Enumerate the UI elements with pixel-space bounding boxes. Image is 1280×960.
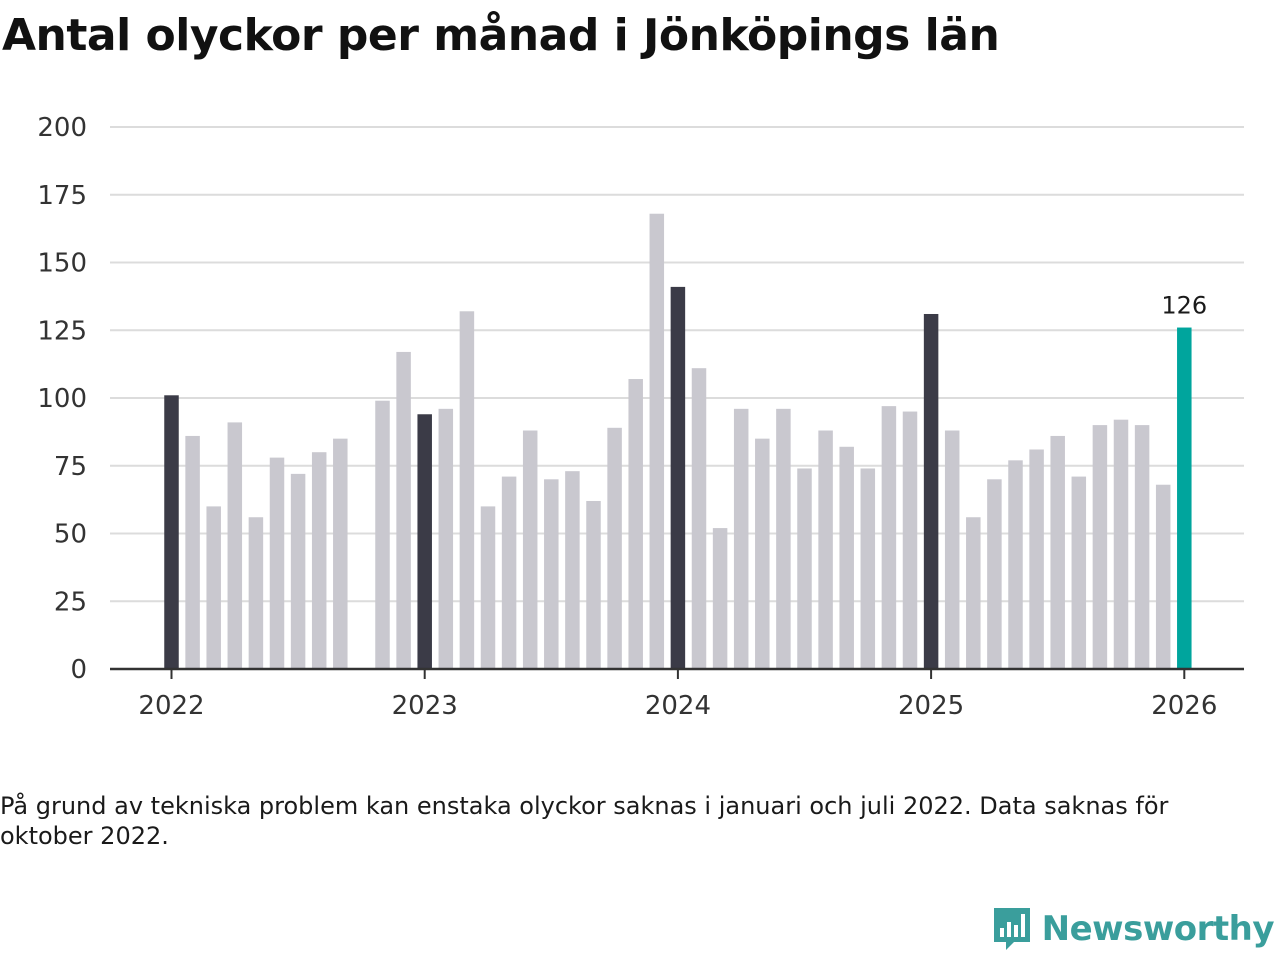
bar-2023-04 xyxy=(480,506,496,669)
bar-2022-06 xyxy=(269,457,285,669)
bar-2024-06 xyxy=(776,408,791,669)
x-tick-label: 2026 xyxy=(1151,691,1217,721)
bar-2025-02 xyxy=(944,430,960,669)
y-tick-label: 100 xyxy=(37,384,87,414)
y-tick-label: 50 xyxy=(54,520,87,550)
y-tick-label: 200 xyxy=(37,113,87,143)
bar-2025-08 xyxy=(1071,476,1087,669)
bar-2025-01 xyxy=(923,313,939,669)
bar-2025-12 xyxy=(1155,484,1171,669)
bar-2022-11 xyxy=(375,400,390,669)
bar-2025-10 xyxy=(1113,419,1129,669)
chart-title: Antal olyckor per månad i Jönköpings län xyxy=(2,10,1000,61)
y-tick-label: 150 xyxy=(37,249,87,279)
bar-2024-08 xyxy=(818,430,833,669)
bar-2023-07 xyxy=(544,479,559,669)
bar-2024-10 xyxy=(860,468,876,669)
bar-2023-10 xyxy=(607,427,622,669)
bar-2024-03 xyxy=(712,528,728,669)
bar-2024-02 xyxy=(691,368,707,669)
bar-2025-09 xyxy=(1092,425,1108,669)
bar-2025-06 xyxy=(1029,449,1044,669)
bars xyxy=(164,213,1192,669)
bar-2022-03 xyxy=(206,506,221,669)
latest-value-label: 126 xyxy=(1161,292,1207,320)
bar-2024-04 xyxy=(733,408,749,669)
bar-2023-09 xyxy=(586,500,601,669)
bar-2022-09 xyxy=(333,438,348,669)
y-axis: 0 25 50 75 100 125 150 175 200 xyxy=(37,113,87,685)
x-tick-label: 2023 xyxy=(392,691,458,721)
bar-2022-01 xyxy=(164,395,179,669)
y-tick-label: 75 xyxy=(54,452,87,482)
bar-2024-11 xyxy=(881,406,897,669)
bar-2023-08 xyxy=(565,471,580,669)
bar-2022-05 xyxy=(248,517,264,669)
bar-2022-04 xyxy=(227,422,243,669)
bar-2023-02 xyxy=(438,408,454,669)
x-tick-label: 2024 xyxy=(645,691,711,721)
y-tick-label: 125 xyxy=(37,316,87,346)
y-tick-label: 175 xyxy=(37,181,87,211)
bar-2023-03 xyxy=(459,311,475,669)
y-tick-label: 0 xyxy=(70,655,87,685)
bar-2023-01 xyxy=(417,414,432,669)
bar-2024-12 xyxy=(902,411,918,669)
bar-2025-07 xyxy=(1050,435,1065,669)
logo-chart-icon xyxy=(993,908,1030,950)
bar-2023-11 xyxy=(628,379,643,669)
bar-2025-05 xyxy=(1008,460,1023,669)
bar-2022-07 xyxy=(290,473,306,669)
bar-2024-09 xyxy=(839,446,854,669)
y-tick-label: 25 xyxy=(54,587,87,617)
bar-2022-12 xyxy=(396,351,411,669)
bar-2025-04 xyxy=(987,479,1002,669)
x-tick-label: 2022 xyxy=(138,691,204,721)
bar-2024-01 xyxy=(670,286,686,669)
bar-2024-05 xyxy=(755,438,770,669)
bar-2025-11 xyxy=(1134,425,1150,669)
data-labels: 126 xyxy=(1161,292,1207,320)
x-axis: 2022 2023 2024 2025 2026 xyxy=(110,667,1244,721)
bar-2024-07 xyxy=(797,468,812,669)
bar-2022-02 xyxy=(185,435,200,669)
bar-2023-05 xyxy=(501,476,517,669)
bar-2025-03 xyxy=(966,517,981,669)
bar-2023-06 xyxy=(522,430,538,669)
footnote: På grund av tekniska problem kan enstaka… xyxy=(0,792,1169,850)
logo-text: Newsworthy xyxy=(1041,909,1275,949)
bar-2023-12 xyxy=(649,213,665,669)
newsworthy-logo[interactable]: Newsworthy xyxy=(992,904,1275,954)
bar-2026-01 xyxy=(1177,327,1192,669)
x-tick-label: 2025 xyxy=(898,691,964,721)
bar-2022-08 xyxy=(311,452,327,669)
